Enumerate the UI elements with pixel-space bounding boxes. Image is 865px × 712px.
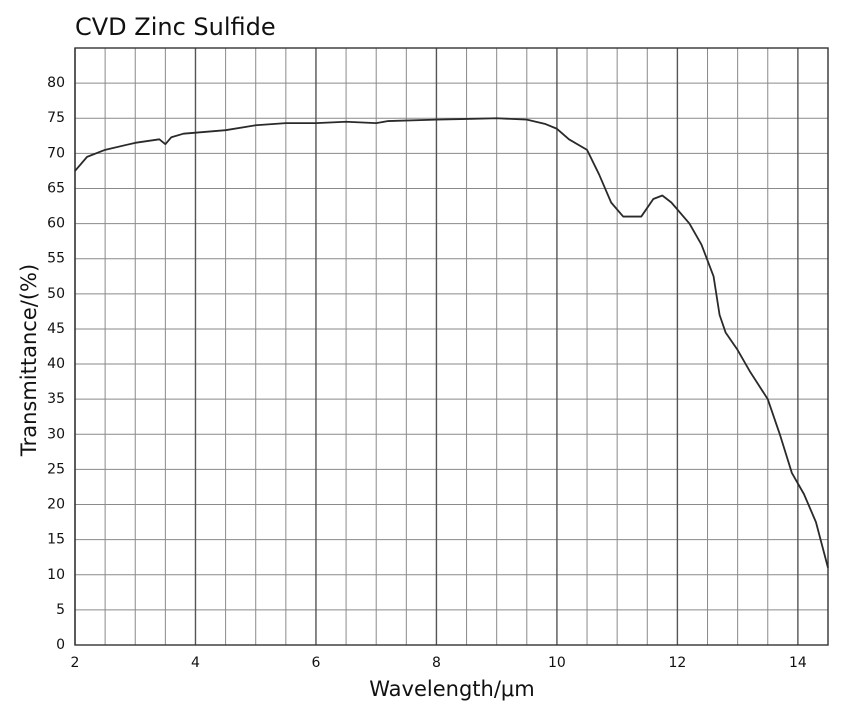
x-tick-label: 2 — [71, 655, 80, 671]
x-tick-label: 6 — [311, 655, 320, 671]
y-tick-label: 80 — [47, 75, 65, 91]
y-tick-label: 20 — [47, 497, 65, 513]
y-tick-label: 50 — [47, 286, 65, 302]
y-tick-label: 15 — [47, 532, 65, 548]
y-tick-label: 35 — [47, 391, 65, 407]
x-axis-label: Wavelength/μm — [369, 677, 534, 701]
y-tick-label: 65 — [47, 180, 65, 196]
x-tick-label: 12 — [668, 655, 686, 671]
y-axis-label: Transmittance/(%) — [17, 264, 41, 457]
y-tick-label: 75 — [47, 110, 65, 126]
y-tick-label: 5 — [56, 602, 65, 618]
x-tick-label: 10 — [548, 655, 566, 671]
y-tick-label: 40 — [47, 356, 65, 372]
y-tick-label: 0 — [56, 637, 65, 653]
y-tick-label: 10 — [47, 567, 65, 583]
y-tick-label: 45 — [47, 321, 65, 337]
x-tick-label: 8 — [432, 655, 441, 671]
y-tick-label: 70 — [47, 145, 65, 161]
y-tick-label: 55 — [47, 251, 65, 267]
y-tick-label: 25 — [47, 461, 65, 477]
y-tick-label: 60 — [47, 216, 65, 232]
data-line — [74, 117, 829, 568]
chart-title: CVD Zinc Sulfide — [75, 13, 276, 41]
x-tick-label: 4 — [191, 655, 200, 671]
x-tick-label: 14 — [789, 655, 807, 671]
y-tick-label: 30 — [47, 426, 65, 442]
plot-frame — [74, 47, 829, 646]
